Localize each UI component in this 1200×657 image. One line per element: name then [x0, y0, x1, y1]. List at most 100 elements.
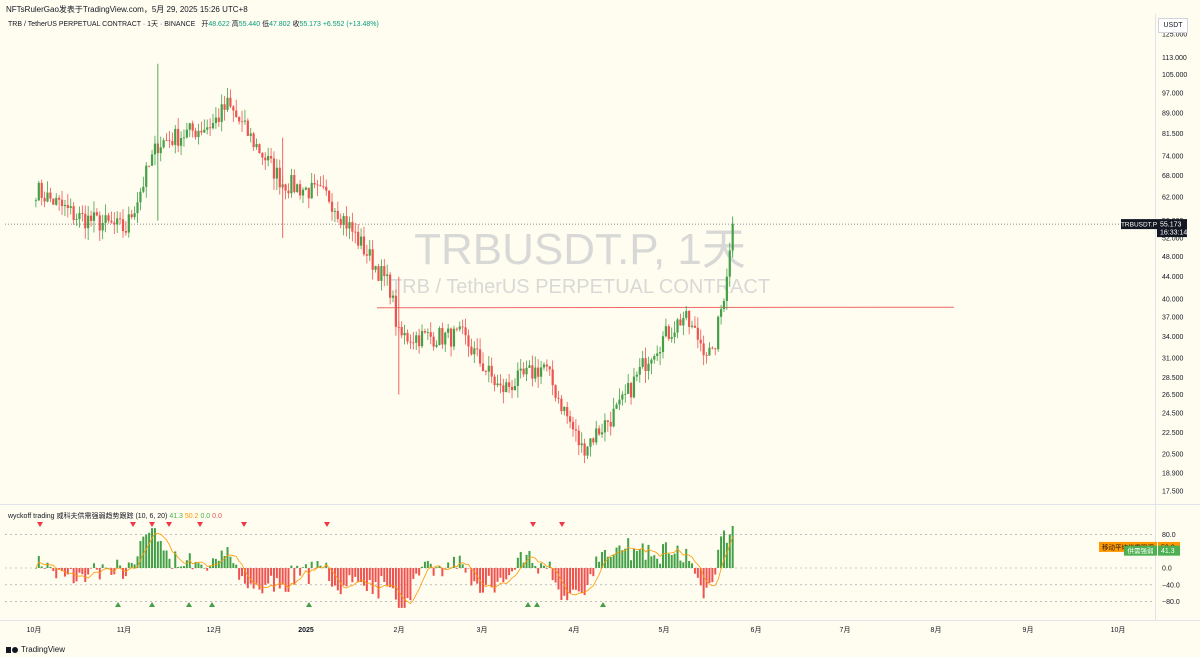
symbol-legend: TRB / TetherUS PERPETUAL CONTRACT · 1天 ·… — [8, 19, 379, 29]
candle-body — [301, 189, 305, 196]
indicator-bar — [670, 554, 673, 568]
indicator-average-line — [35, 533, 734, 605]
indicator-bar — [142, 536, 145, 568]
candle-body — [522, 368, 525, 375]
indicator-bar — [374, 568, 377, 583]
indicator-bar — [197, 563, 200, 568]
candle-body — [653, 355, 656, 360]
candle-body — [621, 394, 624, 400]
currency-button[interactable]: USDT — [1158, 18, 1188, 33]
high-value: 55.440 — [238, 21, 261, 28]
candle-body — [267, 156, 270, 161]
indicator-name: wyckoff trading 威科夫供需强弱趋势跟踪 (10, 6, 20) — [8, 513, 168, 520]
indicator-bar — [490, 568, 493, 588]
indicator-bar — [331, 568, 334, 587]
candle-body — [670, 337, 673, 339]
candle-body — [496, 383, 499, 386]
candle-body — [650, 359, 653, 364]
indicator-bar — [595, 556, 598, 568]
indicator-bar — [461, 564, 464, 568]
indicator-bar — [621, 550, 624, 568]
indicator-bar — [722, 530, 725, 568]
candle-body — [516, 370, 519, 387]
indicator-bar — [615, 547, 618, 568]
price-tick-label: 34.000 — [1162, 334, 1184, 341]
indicator-bar — [357, 568, 360, 583]
candle-body — [598, 428, 601, 435]
candle-body — [319, 185, 322, 187]
indicator-bar — [711, 568, 714, 583]
time-axis-label: 6月 — [751, 626, 762, 634]
sell-marker-icon — [241, 522, 247, 527]
candle-body — [374, 266, 377, 270]
watermark-subtitle: TRB / TetherUS PERPETUAL CONTRACT — [390, 276, 770, 298]
indicator-bar — [270, 568, 273, 576]
indicator-bar — [630, 560, 633, 568]
indicator-tick-label: −40.0 — [1162, 582, 1180, 589]
candle-body — [121, 219, 125, 232]
indicator-bar — [255, 568, 258, 584]
indicator-bar — [243, 568, 246, 584]
candle-body — [145, 165, 148, 187]
indicator-bar — [650, 556, 653, 568]
indicator-bar — [409, 568, 412, 601]
candle-body — [586, 446, 589, 456]
indicator-bar — [203, 567, 206, 569]
price-tick-label: 74.000 — [1162, 153, 1184, 160]
candle-body — [682, 317, 685, 326]
price-tick-label: 40.000 — [1162, 296, 1184, 303]
time-axis-label: 7月 — [840, 626, 851, 634]
candle-body — [420, 331, 424, 347]
indicator-bar — [232, 563, 235, 568]
candle-body — [600, 432, 604, 435]
candle-body — [711, 347, 714, 349]
indicator-bar — [110, 568, 113, 575]
candle-body — [206, 127, 209, 130]
indicator-value-3: 0.0 — [200, 513, 211, 520]
candle-body — [705, 355, 708, 356]
candle-body — [560, 398, 563, 412]
indicator-bar — [226, 547, 229, 568]
candle-body — [647, 363, 650, 372]
indicator-value-2: 50.2 — [184, 513, 199, 520]
candle-body — [243, 120, 247, 122]
footer: TradingView — [6, 645, 65, 654]
candle-body — [101, 222, 104, 231]
candle-body — [287, 190, 290, 194]
candle-body — [589, 438, 592, 447]
indicator-bar — [153, 528, 156, 568]
candle-body — [377, 266, 380, 281]
candle-body — [116, 218, 119, 225]
indicator-bar — [534, 566, 537, 568]
indicator-bar — [659, 563, 662, 568]
indicator-tick-label: 80.0 — [1162, 532, 1176, 539]
low-label: 低 — [262, 21, 270, 28]
candle-body — [577, 430, 580, 446]
indicator-bar — [516, 557, 519, 568]
indicator-bar — [90, 568, 93, 569]
candle-body — [246, 120, 249, 136]
indicator-bar — [496, 568, 499, 582]
time-axis-label: 2025 — [298, 627, 314, 634]
indicator-bar — [185, 560, 188, 568]
candle-body — [351, 222, 354, 232]
candle-body — [89, 215, 93, 221]
candle-body — [238, 117, 241, 122]
indicator-bar — [647, 544, 650, 568]
candle-body — [380, 266, 383, 281]
indicator-bar — [371, 568, 374, 595]
indicator-bar — [316, 561, 319, 568]
indicator-bar — [676, 545, 679, 568]
footer-brand[interactable]: TradingView — [21, 645, 66, 654]
candle-body — [37, 182, 40, 201]
candle-body — [508, 382, 511, 387]
indicator-bar — [708, 568, 711, 584]
candle-body — [359, 236, 363, 246]
indicator-bar — [171, 568, 174, 569]
indicator-bar — [537, 568, 540, 574]
candle-body — [542, 364, 546, 368]
indicator-bar — [406, 568, 409, 599]
candle-body — [177, 128, 180, 146]
